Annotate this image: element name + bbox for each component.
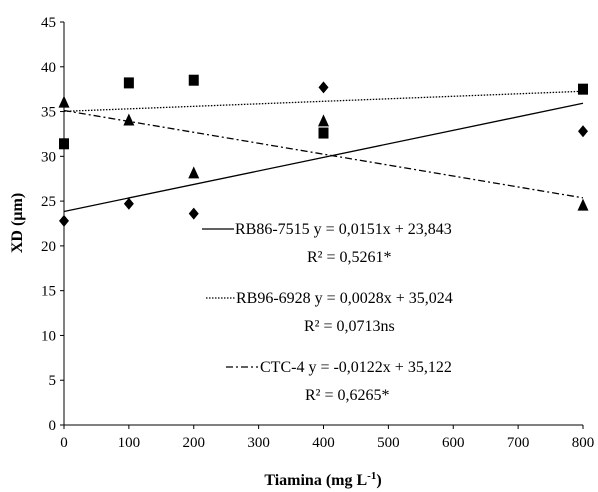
point-ctc-4 — [58, 95, 70, 108]
y-tick-label: 35 — [41, 105, 56, 121]
x-axis-title-main: Tiamina (mg L — [264, 472, 367, 489]
point-rb86-7515 — [123, 197, 134, 210]
point-rb86-7515 — [188, 207, 199, 220]
equation-annotations: RB86-7515 y = 0,0151x + 23,843 R² = 0,52… — [202, 221, 453, 404]
y-tick-label: 45 — [41, 15, 56, 31]
data-points — [58, 74, 589, 227]
annotation-rb96-6928-r2: R² = 0,0713ns — [304, 318, 395, 335]
y-tick-label: 30 — [41, 149, 56, 165]
point-rb86-7515 — [59, 214, 69, 227]
y-tick-label: 40 — [41, 60, 56, 76]
annotation-ctc-4-equation: CTC-4 y = -0,0122x + 35,122 — [260, 359, 452, 376]
trend-lines — [63, 90, 584, 213]
point-rb96-6928 — [188, 74, 199, 86]
point-rb96-6928 — [59, 138, 69, 150]
y-ticks: 0 5 10 15 20 25 30 35 40 45 — [41, 15, 64, 434]
point-ctc-4 — [577, 198, 589, 211]
x-axis-title-sup: -1 — [367, 470, 376, 482]
annotation-rb86-7515-r2: R² = 0,5261* — [307, 249, 392, 266]
point-ctc-4 — [188, 166, 200, 179]
y-axis-title: XD (µm) — [9, 193, 26, 253]
x-tick-label: 800 — [572, 435, 595, 451]
x-tick-label: 200 — [183, 435, 206, 451]
annotation-ctc-4: CTC-4 y = -0,0122x + 35,122 R² = 0,6265* — [226, 359, 452, 404]
trend-line-rb96-6928 — [63, 90, 584, 112]
y-tick-label: 25 — [41, 194, 56, 210]
trend-line-rb86-7515 — [63, 102, 584, 213]
x-tick-label: 100 — [118, 435, 141, 451]
point-rb96-6928 — [123, 77, 134, 89]
annotation-rb86-7515: RB86-7515 y = 0,0151x + 23,843 R² = 0,52… — [202, 221, 452, 266]
x-axis-title: Tiamina (mg L-1) — [264, 470, 381, 489]
x-tick-label: 700 — [507, 435, 530, 451]
y-tick-label: 15 — [41, 284, 56, 300]
y-tick-label: 0 — [49, 418, 57, 434]
x-tick-label: 600 — [442, 435, 465, 451]
annotation-ctc-4-r2: R² = 0,6265* — [305, 387, 390, 404]
annotation-rb96-6928-equation: RB96-6928 y = 0,0028x + 35,024 — [236, 290, 453, 307]
x-tick-label: 0 — [60, 435, 68, 451]
y-tick-label: 20 — [41, 239, 56, 255]
trend-line-ctc-4 — [63, 109, 584, 199]
x-tick-label: 500 — [377, 435, 400, 451]
x-axis-title-close: ) — [376, 472, 381, 489]
point-ctc-4 — [123, 113, 135, 126]
point-ctc-4 — [318, 114, 329, 127]
y-tick-label: 10 — [41, 328, 56, 344]
point-rb96-6928 — [318, 127, 329, 139]
point-rb86-7515 — [318, 81, 329, 94]
x-ticks: 0 100 200 300 400 500 600 700 800 — [60, 425, 594, 451]
y-tick-label: 5 — [49, 373, 57, 389]
x-tick-label: 400 — [312, 435, 335, 451]
annotation-rb86-7515-equation: RB86-7515 y = 0,0151x + 23,843 — [235, 221, 452, 238]
point-rb96-6928 — [578, 83, 588, 95]
x-tick-label: 300 — [247, 435, 270, 451]
annotation-rb96-6928: RB96-6928 y = 0,0028x + 35,024 R² = 0,07… — [206, 290, 453, 335]
point-rb86-7515 — [578, 125, 588, 138]
